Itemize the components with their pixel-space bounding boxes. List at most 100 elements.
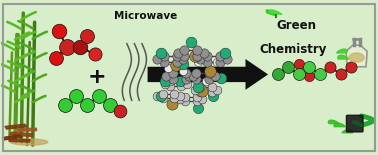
Point: [217, 61, 223, 63]
Point: [173, 64, 179, 66]
Polygon shape: [270, 10, 282, 15]
Point: [306, 75, 312, 77]
Point: [190, 75, 196, 77]
FancyBboxPatch shape: [346, 115, 363, 132]
Point: [214, 61, 220, 63]
Point: [206, 78, 212, 80]
Point: [170, 78, 176, 80]
Ellipse shape: [10, 139, 48, 145]
Point: [181, 49, 187, 51]
Point: [194, 100, 200, 103]
Point: [160, 97, 166, 100]
Point: [217, 55, 223, 58]
Point: [165, 67, 171, 70]
Point: [167, 80, 173, 82]
Point: [53, 56, 59, 59]
Point: [186, 75, 192, 77]
Point: [161, 79, 167, 82]
Point: [274, 73, 280, 76]
Point: [177, 95, 183, 97]
Point: [195, 85, 201, 88]
Point: [64, 46, 70, 48]
Point: [96, 95, 102, 97]
Point: [77, 46, 83, 48]
Bar: [10, 132, 33, 137]
Point: [183, 72, 189, 74]
Point: [194, 49, 200, 51]
Point: [212, 75, 218, 77]
Point: [171, 97, 177, 100]
Point: [169, 102, 175, 105]
Point: [182, 95, 188, 98]
Point: [195, 61, 201, 63]
Point: [199, 98, 205, 100]
Point: [163, 75, 169, 77]
Point: [348, 66, 354, 68]
Bar: [5, 124, 26, 129]
Text: Chemistry: Chemistry: [259, 43, 326, 56]
Point: [222, 52, 228, 54]
Point: [154, 58, 160, 60]
Point: [192, 89, 198, 91]
Point: [174, 61, 180, 63]
Point: [211, 95, 217, 97]
Point: [203, 79, 209, 82]
Point: [192, 78, 198, 80]
Point: [92, 53, 98, 56]
Point: [192, 55, 198, 57]
Point: [206, 72, 212, 74]
Polygon shape: [342, 129, 353, 133]
Point: [56, 30, 62, 33]
Point: [188, 41, 194, 43]
Point: [161, 61, 167, 63]
Point: [218, 76, 224, 79]
Point: [171, 92, 177, 95]
Point: [209, 91, 215, 93]
Point: [161, 82, 167, 85]
Point: [161, 55, 167, 58]
Point: [338, 73, 344, 76]
Point: [224, 58, 230, 60]
Point: [158, 52, 164, 54]
Point: [182, 100, 188, 103]
Point: [118, 110, 124, 113]
Point: [180, 58, 186, 60]
Point: [62, 104, 68, 106]
Point: [194, 54, 200, 57]
Point: [201, 52, 207, 54]
Point: [184, 82, 190, 85]
Point: [154, 95, 160, 97]
Point: [84, 35, 90, 37]
Point: [195, 107, 201, 109]
Point: [296, 62, 302, 65]
Point: [204, 55, 210, 58]
Point: [197, 58, 203, 60]
Point: [209, 86, 215, 89]
Polygon shape: [266, 10, 276, 16]
Bar: [17, 128, 37, 131]
Point: [178, 80, 184, 82]
FancyArrow shape: [147, 59, 268, 90]
Text: +: +: [87, 67, 106, 88]
Point: [296, 73, 302, 76]
Point: [197, 86, 203, 89]
Text: Green: Green: [276, 19, 316, 32]
Ellipse shape: [349, 53, 364, 62]
Point: [177, 98, 183, 100]
Point: [306, 66, 312, 68]
Point: [327, 66, 333, 68]
Point: [317, 73, 323, 76]
Point: [170, 72, 176, 74]
Point: [183, 78, 189, 80]
Text: Microwave: Microwave: [114, 11, 177, 21]
Point: [285, 66, 291, 68]
Point: [194, 95, 200, 98]
Polygon shape: [328, 120, 339, 124]
Point: [178, 85, 184, 87]
Point: [175, 52, 181, 54]
Bar: [9, 139, 30, 142]
Bar: [2, 135, 22, 140]
Point: [192, 72, 198, 74]
Point: [207, 70, 213, 73]
Point: [160, 92, 166, 95]
